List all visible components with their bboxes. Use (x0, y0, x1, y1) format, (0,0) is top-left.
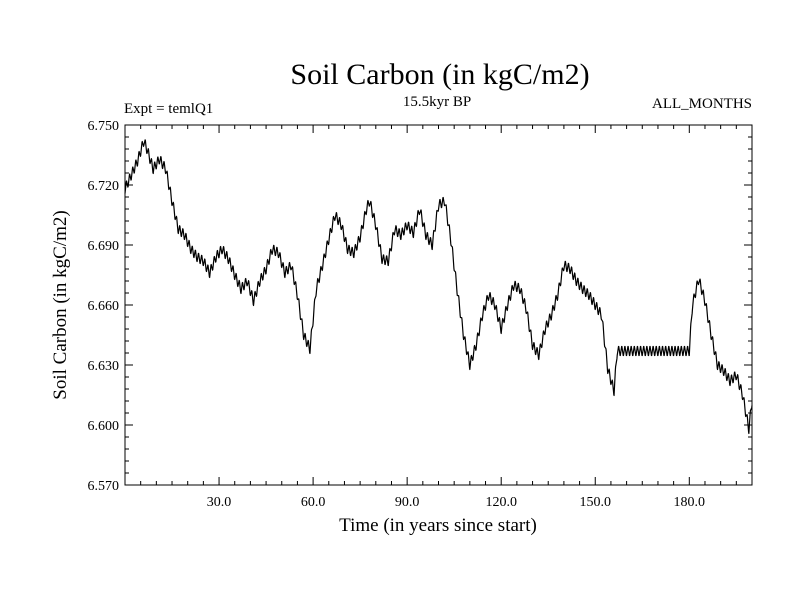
x-tick-label: 180.0 (674, 495, 706, 510)
x-tick-label: 30.0 (207, 495, 232, 510)
plot-frame (124, 124, 753, 486)
x-tick-label: 150.0 (580, 495, 612, 510)
y-tick-label: 6.750 (88, 119, 120, 134)
x-tick-label: 60.0 (301, 495, 326, 510)
series-line-soil-carbon (124, 139, 753, 435)
y-tick-label: 6.720 (88, 179, 120, 194)
months-label: ALL_MONTHS (652, 96, 752, 112)
y-tick-label: 6.570 (88, 479, 120, 494)
y-tick-label: 6.600 (88, 419, 120, 434)
experiment-label: Expt = temlQ1 (124, 101, 213, 117)
chart-title: Soil Carbon (in kgC/m2) (290, 58, 589, 91)
x-tick-label-group: 30.0 60.0 90.0 120.0 150.0 180.0 (207, 495, 705, 510)
minor-tick-group (125, 125, 752, 485)
x-tick-label: 120.0 (485, 495, 517, 510)
y-axis-label: Soil Carbon (in kgC/m2) (50, 210, 71, 399)
period-label: 15.5kyr BP (403, 94, 471, 110)
y-tick-label: 6.630 (88, 359, 120, 374)
y-tick-label: 6.690 (88, 239, 120, 254)
x-axis-label: Time (in years since start) (339, 515, 537, 536)
x-tick-label: 90.0 (395, 495, 420, 510)
y-tick-label: 6.660 (88, 299, 120, 314)
y-tick-label-group: 6.570 6.600 6.630 6.660 6.690 6.720 6.750 (88, 119, 120, 494)
major-tick-group (125, 124, 752, 486)
